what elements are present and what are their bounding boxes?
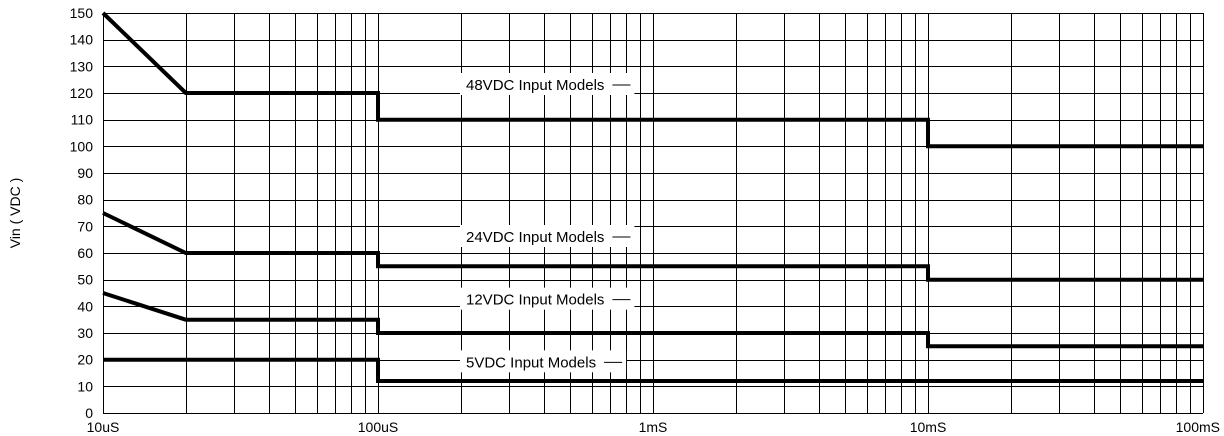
series-line-3 <box>102 291 1203 349</box>
y-tick-label: 20 <box>77 352 93 368</box>
y-tick-label: 50 <box>77 272 93 288</box>
y-tick-label: 110 <box>71 112 94 128</box>
tick-labels: 0 10 20 30 40 50 60 70 80 90 100 110 120 130 140 150 10u… <box>70 5 1220 435</box>
y-tick-label: 40 <box>77 298 93 314</box>
x-tick-label: 100mS <box>1176 419 1220 435</box>
series-label-3: 12VDC Input Models <box>466 292 604 309</box>
x-tick-label: 100uS <box>358 419 398 435</box>
series-line-4 <box>103 357 1203 383</box>
series-label-1: 48VDC Input Models <box>466 77 604 94</box>
y-tick-label: 60 <box>77 245 93 261</box>
y-tick-label: 150 <box>70 5 94 21</box>
x-tick-label: 10uS <box>87 419 120 435</box>
y-tick-label: 120 <box>70 85 94 101</box>
y-tick-label: 90 <box>77 165 93 181</box>
series-line-1 <box>101 11 1203 149</box>
y-tick-label: 10 <box>77 378 93 394</box>
y-tick-label: 130 <box>70 58 94 74</box>
x-tick-label: 10mS <box>910 419 947 435</box>
series-label-4: 5VDC Input Models <box>466 354 596 371</box>
x-tick-label: 1mS <box>639 419 668 435</box>
series-label-bg <box>460 287 635 310</box>
y-tick-label: 80 <box>77 192 93 208</box>
series-labels: 48VDC Input Models 24VDC Input Models 12VD… <box>460 73 635 373</box>
y-tick-label: 70 <box>77 218 93 234</box>
series-label-bg <box>460 73 635 95</box>
y-tick-label: 140 <box>70 32 94 48</box>
series-label-2: 24VDC Input Models <box>466 229 604 246</box>
y-tick-label: 100 <box>70 138 94 154</box>
series-label-bg <box>460 225 635 247</box>
y-tick-label: 0 <box>85 405 93 421</box>
y-tick-label: 30 <box>77 325 93 341</box>
series-group <box>101 11 1203 383</box>
grid <box>103 13 1204 414</box>
series-label-bg <box>460 350 627 373</box>
series-line-2 <box>102 211 1203 282</box>
y-axis-title: Vin ( VDC ) <box>7 178 23 249</box>
